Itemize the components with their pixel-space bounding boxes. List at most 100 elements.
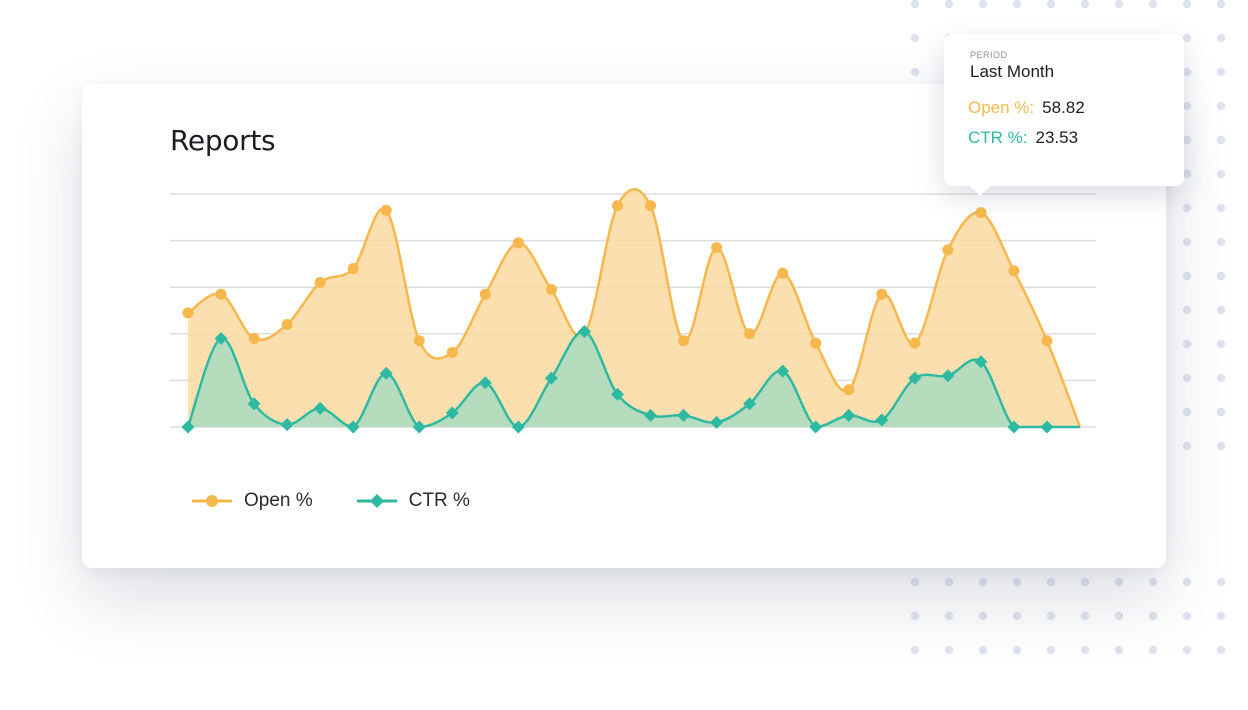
data-point-ctr[interactable] [974, 355, 988, 369]
tooltip-ctr-label: CTR %: [968, 128, 1028, 147]
dot [1216, 441, 1226, 451]
data-point-ctr[interactable] [214, 331, 228, 345]
data-point-ctr[interactable] [908, 371, 922, 385]
data-point-ctr[interactable] [511, 420, 525, 434]
data-point-ctr[interactable] [743, 397, 757, 411]
dot [1182, 101, 1192, 111]
dot [1114, 611, 1124, 621]
dot [978, 0, 988, 9]
data-point-ctr[interactable] [544, 371, 558, 385]
data-point-ctr[interactable] [412, 420, 426, 434]
dot [1182, 135, 1192, 145]
legend-item-ctr[interactable]: CTR % [356, 490, 470, 512]
dot [978, 577, 988, 587]
data-point-ctr[interactable] [644, 408, 658, 422]
data-point-open[interactable] [942, 244, 954, 256]
legend-label-open: Open % [244, 490, 313, 511]
dot [1216, 271, 1226, 281]
data-point-open[interactable] [876, 288, 888, 300]
dot [1216, 407, 1226, 417]
data-point-ctr[interactable] [280, 418, 294, 432]
data-point-open[interactable] [678, 335, 690, 347]
chart-tooltip: PERIOD Last Month Open %: 58.82 CTR %: 2… [944, 34, 1184, 196]
data-point-open[interactable] [182, 307, 194, 319]
data-point-ctr[interactable] [346, 420, 360, 434]
data-point-open[interactable] [975, 207, 987, 219]
legend-item-open[interactable]: Open % [192, 490, 313, 512]
dot [1182, 441, 1192, 451]
data-point-open[interactable] [843, 384, 855, 396]
data-point-ctr[interactable] [941, 369, 955, 383]
dot [1046, 0, 1056, 9]
dot [1046, 611, 1056, 621]
dot [1148, 577, 1158, 587]
dot [910, 0, 920, 9]
data-point-ctr[interactable] [313, 401, 327, 415]
data-point-open[interactable] [314, 277, 326, 289]
data-point-open[interactable] [512, 237, 524, 249]
data-point-open[interactable] [545, 284, 557, 296]
dot [1182, 407, 1192, 417]
dot [1182, 67, 1192, 77]
dot [1182, 577, 1192, 587]
data-point-open[interactable] [479, 288, 491, 300]
dot [910, 33, 920, 43]
dot [910, 577, 920, 587]
legend-label-ctr: CTR % [408, 490, 470, 511]
dot [1216, 237, 1226, 247]
dot [1046, 645, 1056, 655]
data-point-ctr[interactable] [677, 408, 691, 422]
diamond-marker-icon [356, 494, 397, 508]
tooltip-open-label: Open %: [968, 98, 1035, 117]
series-line-open [187, 187, 1082, 428]
dot [1182, 373, 1192, 383]
dot [1216, 339, 1226, 349]
data-point-open[interactable] [1041, 335, 1053, 347]
data-point-open[interactable] [777, 267, 789, 279]
dot [1216, 67, 1226, 77]
dot [1182, 645, 1192, 655]
tooltip-open-value: 58.82 [1042, 98, 1085, 117]
data-point-open[interactable] [744, 328, 756, 340]
data-point-ctr[interactable] [776, 364, 790, 378]
dot [1114, 577, 1124, 587]
data-point-ctr[interactable] [1007, 420, 1021, 434]
data-point-ctr[interactable] [379, 366, 393, 380]
data-point-ctr[interactable] [478, 376, 492, 390]
data-point-open[interactable] [1008, 265, 1020, 277]
data-point-open[interactable] [810, 337, 822, 349]
dot [1114, 645, 1124, 655]
data-point-ctr[interactable] [710, 415, 724, 429]
dot [1216, 169, 1226, 179]
data-point-ctr[interactable] [842, 408, 856, 422]
data-point-open[interactable] [248, 332, 260, 344]
data-point-ctr[interactable] [875, 413, 889, 427]
data-point-open[interactable] [380, 204, 392, 216]
dot [1182, 0, 1192, 9]
data-point-open[interactable] [611, 200, 623, 212]
data-point-open[interactable] [909, 337, 921, 349]
data-point-ctr[interactable] [445, 406, 459, 420]
dot [944, 645, 954, 655]
data-point-ctr[interactable] [1040, 420, 1054, 434]
data-point-ctr[interactable] [610, 387, 624, 401]
data-point-open[interactable] [711, 242, 723, 254]
dot [1182, 271, 1192, 281]
data-point-open[interactable] [446, 346, 458, 358]
tooltip-open-row: Open %: 58.82 [968, 98, 1085, 118]
data-point-open[interactable] [413, 335, 425, 347]
dot [1216, 203, 1226, 213]
tooltip-period-value: Last Month [970, 62, 1055, 81]
data-point-ctr[interactable] [577, 324, 591, 338]
data-point-open[interactable] [215, 288, 227, 300]
data-point-open[interactable] [281, 318, 293, 330]
dot [1080, 645, 1090, 655]
data-point-ctr[interactable] [247, 397, 261, 411]
dot [1182, 169, 1192, 179]
reports-area-chart [170, 187, 1096, 434]
data-point-ctr[interactable] [181, 420, 195, 434]
data-point-ctr[interactable] [809, 420, 823, 434]
data-point-open[interactable] [347, 263, 359, 275]
dot [1182, 339, 1192, 349]
data-point-open[interactable] [645, 200, 657, 212]
